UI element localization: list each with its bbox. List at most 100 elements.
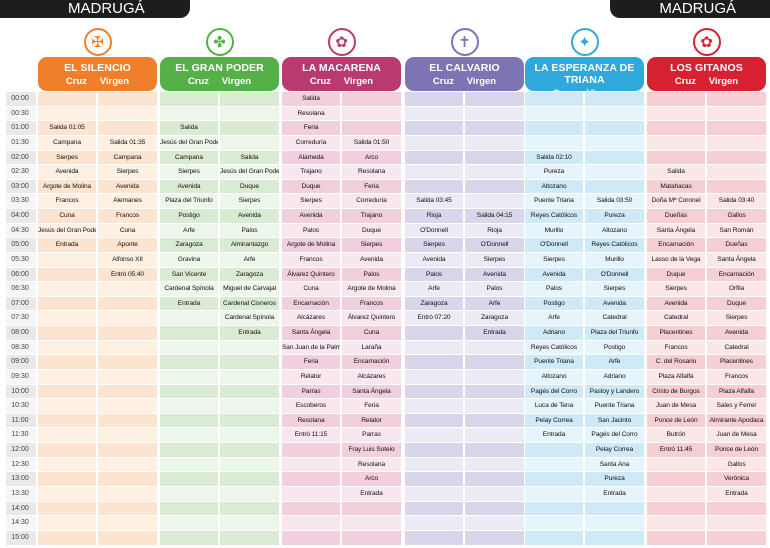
el-silencio-crest-icon: ✠ bbox=[83, 28, 112, 56]
cruz-route-cell: O'Donnell bbox=[420, 226, 448, 234]
cell-bg bbox=[342, 106, 401, 121]
virgen-route-cell: Encarnación bbox=[718, 270, 755, 278]
cell-bg bbox=[525, 106, 583, 121]
cell-bg bbox=[98, 472, 157, 486]
cell-bg bbox=[405, 369, 463, 384]
brotherhood-name: EL SILENCIO bbox=[64, 62, 131, 74]
cell-bg bbox=[282, 121, 340, 135]
cell-bg bbox=[405, 399, 463, 413]
cell-bg bbox=[525, 384, 583, 399]
virgen-route-cell: Gallos bbox=[727, 212, 746, 220]
cruz-route-cell: Encarnación bbox=[658, 241, 694, 249]
los-gitanos-crest-icon: ✿ bbox=[692, 28, 721, 56]
cell-bg bbox=[405, 165, 463, 179]
cell-bg bbox=[585, 326, 644, 340]
cruz-route-cell: Sierpes bbox=[300, 197, 322, 205]
cruz-route-cell: Resolana bbox=[297, 109, 325, 117]
cell-bg bbox=[282, 267, 340, 282]
cell-bg bbox=[465, 413, 524, 428]
virgen-route-cell: O'Donnell bbox=[480, 241, 509, 249]
virgen-route-cell: Sierpes bbox=[483, 255, 506, 263]
cell-bg bbox=[220, 355, 279, 369]
time-row-bg bbox=[6, 282, 36, 296]
cell-bg bbox=[647, 106, 705, 121]
cell-bg bbox=[342, 238, 401, 252]
cell-bg bbox=[220, 443, 279, 457]
time-label: 00:00 bbox=[11, 95, 29, 102]
cell-bg bbox=[585, 428, 644, 443]
cruz-route-cell: Avenida bbox=[55, 168, 79, 176]
cell-bg bbox=[525, 165, 583, 179]
cell-bg bbox=[282, 165, 340, 179]
cell-bg bbox=[647, 516, 705, 530]
cell-bg bbox=[342, 267, 401, 282]
cruz-route-cell: Salida bbox=[667, 168, 685, 176]
cell-bg bbox=[38, 282, 96, 296]
cell-bg bbox=[585, 340, 644, 355]
cell-bg bbox=[525, 238, 583, 252]
cell-bg bbox=[647, 267, 705, 282]
cruz-subtitle: Cruz bbox=[432, 76, 455, 87]
time-row-bg bbox=[6, 399, 36, 413]
cruz-route-cell: Salida bbox=[180, 124, 198, 132]
time-row-bg bbox=[6, 340, 36, 355]
brotherhood-header: LA ESPERANZA DE TRIANACruz Virgen bbox=[525, 57, 644, 99]
cruz-route-cell: Matahacas bbox=[660, 182, 692, 190]
cell-bg bbox=[342, 194, 401, 209]
cell-bg bbox=[160, 238, 218, 252]
column-subtitles: Cruz Virgen bbox=[160, 76, 279, 87]
cell-bg bbox=[707, 384, 766, 399]
cell-bg bbox=[282, 326, 340, 340]
cell-bg bbox=[98, 530, 157, 545]
virgen-route-cell: Altozano bbox=[602, 226, 627, 234]
cell-bg bbox=[98, 238, 157, 252]
virgen-route-cell: Sierpes bbox=[360, 241, 383, 249]
cell-bg bbox=[98, 282, 157, 296]
cell-bg bbox=[220, 530, 279, 545]
cell-bg bbox=[465, 238, 524, 252]
cell-bg bbox=[342, 516, 401, 530]
virgen-route-cell: San Jacinto bbox=[597, 416, 632, 424]
cruz-route-cell: Argote de Molina bbox=[286, 241, 336, 249]
cell-bg bbox=[38, 238, 96, 252]
time-row-bg bbox=[6, 326, 36, 340]
cell-bg bbox=[282, 443, 340, 457]
brotherhood-name: EL GRAN PODER bbox=[175, 62, 264, 74]
cell-bg bbox=[342, 179, 401, 194]
time-label: 06:00 bbox=[11, 270, 29, 278]
cell-bg bbox=[220, 399, 279, 413]
virgen-route-cell: Francos bbox=[359, 299, 384, 307]
cell-bg bbox=[160, 150, 218, 165]
virgen-route-cell: Murillo bbox=[605, 255, 624, 263]
time-label: 06:30 bbox=[11, 285, 29, 293]
cell-bg bbox=[160, 223, 218, 238]
cell-bg bbox=[647, 501, 705, 516]
cell-bg bbox=[465, 428, 524, 443]
cruz-route-cell: Francos bbox=[55, 197, 79, 205]
virgen-route-cell: Jesús del Gran Poder bbox=[220, 168, 279, 176]
cell-bg bbox=[220, 135, 279, 150]
time-label: 11:30 bbox=[11, 431, 29, 439]
cell-bg bbox=[220, 296, 279, 311]
cell-bg bbox=[38, 223, 96, 238]
cell-bg bbox=[707, 443, 766, 457]
cruz-subtitle: Cruz bbox=[309, 76, 332, 87]
cell-bg bbox=[38, 340, 96, 355]
cell-bg bbox=[160, 296, 218, 311]
cell-bg bbox=[585, 384, 644, 399]
virgen-subtitle: Virgen bbox=[221, 76, 252, 87]
time-row-bg bbox=[6, 457, 36, 472]
cell-bg bbox=[220, 516, 279, 530]
virgen-route-cell: Almirante Apodaca bbox=[709, 416, 764, 424]
cell-bg bbox=[465, 282, 524, 296]
cruz-route-cell: Postigo bbox=[543, 299, 565, 307]
virgen-route-cell: Pureza bbox=[604, 212, 625, 220]
virgen-route-cell: Palos bbox=[241, 226, 258, 234]
cell-bg bbox=[98, 311, 157, 326]
cell-bg bbox=[342, 223, 401, 238]
cell-bg bbox=[38, 355, 96, 369]
cell-bg bbox=[405, 413, 463, 428]
cell-bg bbox=[98, 223, 157, 238]
cell-bg bbox=[405, 209, 463, 223]
time-row-bg bbox=[6, 179, 36, 194]
